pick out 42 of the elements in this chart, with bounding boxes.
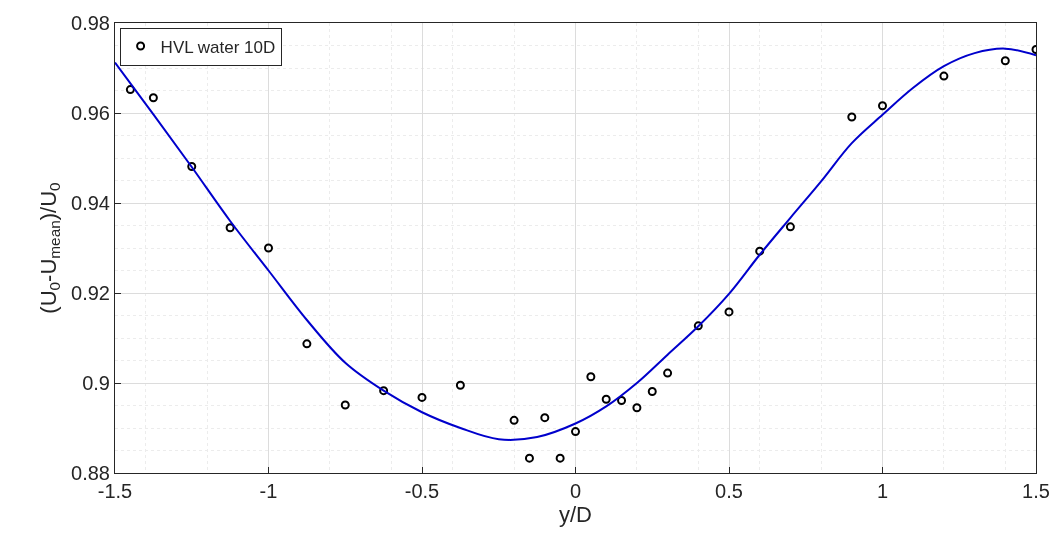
point <box>524 453 534 463</box>
y-tick-label: 0.9 <box>82 372 110 394</box>
point <box>571 427 580 437</box>
point <box>724 307 734 317</box>
x-tick-label: 0.5 <box>715 480 743 502</box>
point <box>847 112 857 122</box>
point <box>540 413 550 423</box>
y-tick-label: 0.94 <box>71 192 110 214</box>
point <box>939 71 949 81</box>
point <box>693 321 703 331</box>
point <box>379 386 389 396</box>
point <box>264 243 273 253</box>
x-axis-title: y/D <box>559 502 592 527</box>
x-tick-label: -1 <box>259 480 278 502</box>
legend-label: HVL water 10D <box>160 37 276 57</box>
point <box>148 93 158 103</box>
point <box>785 222 795 232</box>
point <box>617 396 627 406</box>
y-tick-label: 0.98 <box>71 12 110 34</box>
point <box>302 339 312 349</box>
point <box>125 85 135 95</box>
point <box>455 380 465 390</box>
point <box>1000 56 1010 66</box>
point <box>663 368 673 378</box>
point <box>586 372 596 382</box>
y-tick-label: 0.96 <box>71 102 110 124</box>
x-tick-label: 0 <box>569 480 582 502</box>
point <box>647 387 657 397</box>
point <box>187 162 197 172</box>
point <box>555 453 565 463</box>
point <box>340 400 350 410</box>
x-tick-label: -0.5 <box>404 480 440 502</box>
x-tick-label: 1.5 <box>1022 480 1050 502</box>
point <box>417 392 427 402</box>
point <box>755 246 765 256</box>
point <box>632 403 642 413</box>
point <box>601 394 611 404</box>
point <box>509 415 519 425</box>
point <box>878 101 887 111</box>
point <box>225 223 235 233</box>
x-tick-label: 1 <box>876 480 889 502</box>
y-tick-label: 0.92 <box>71 282 110 304</box>
